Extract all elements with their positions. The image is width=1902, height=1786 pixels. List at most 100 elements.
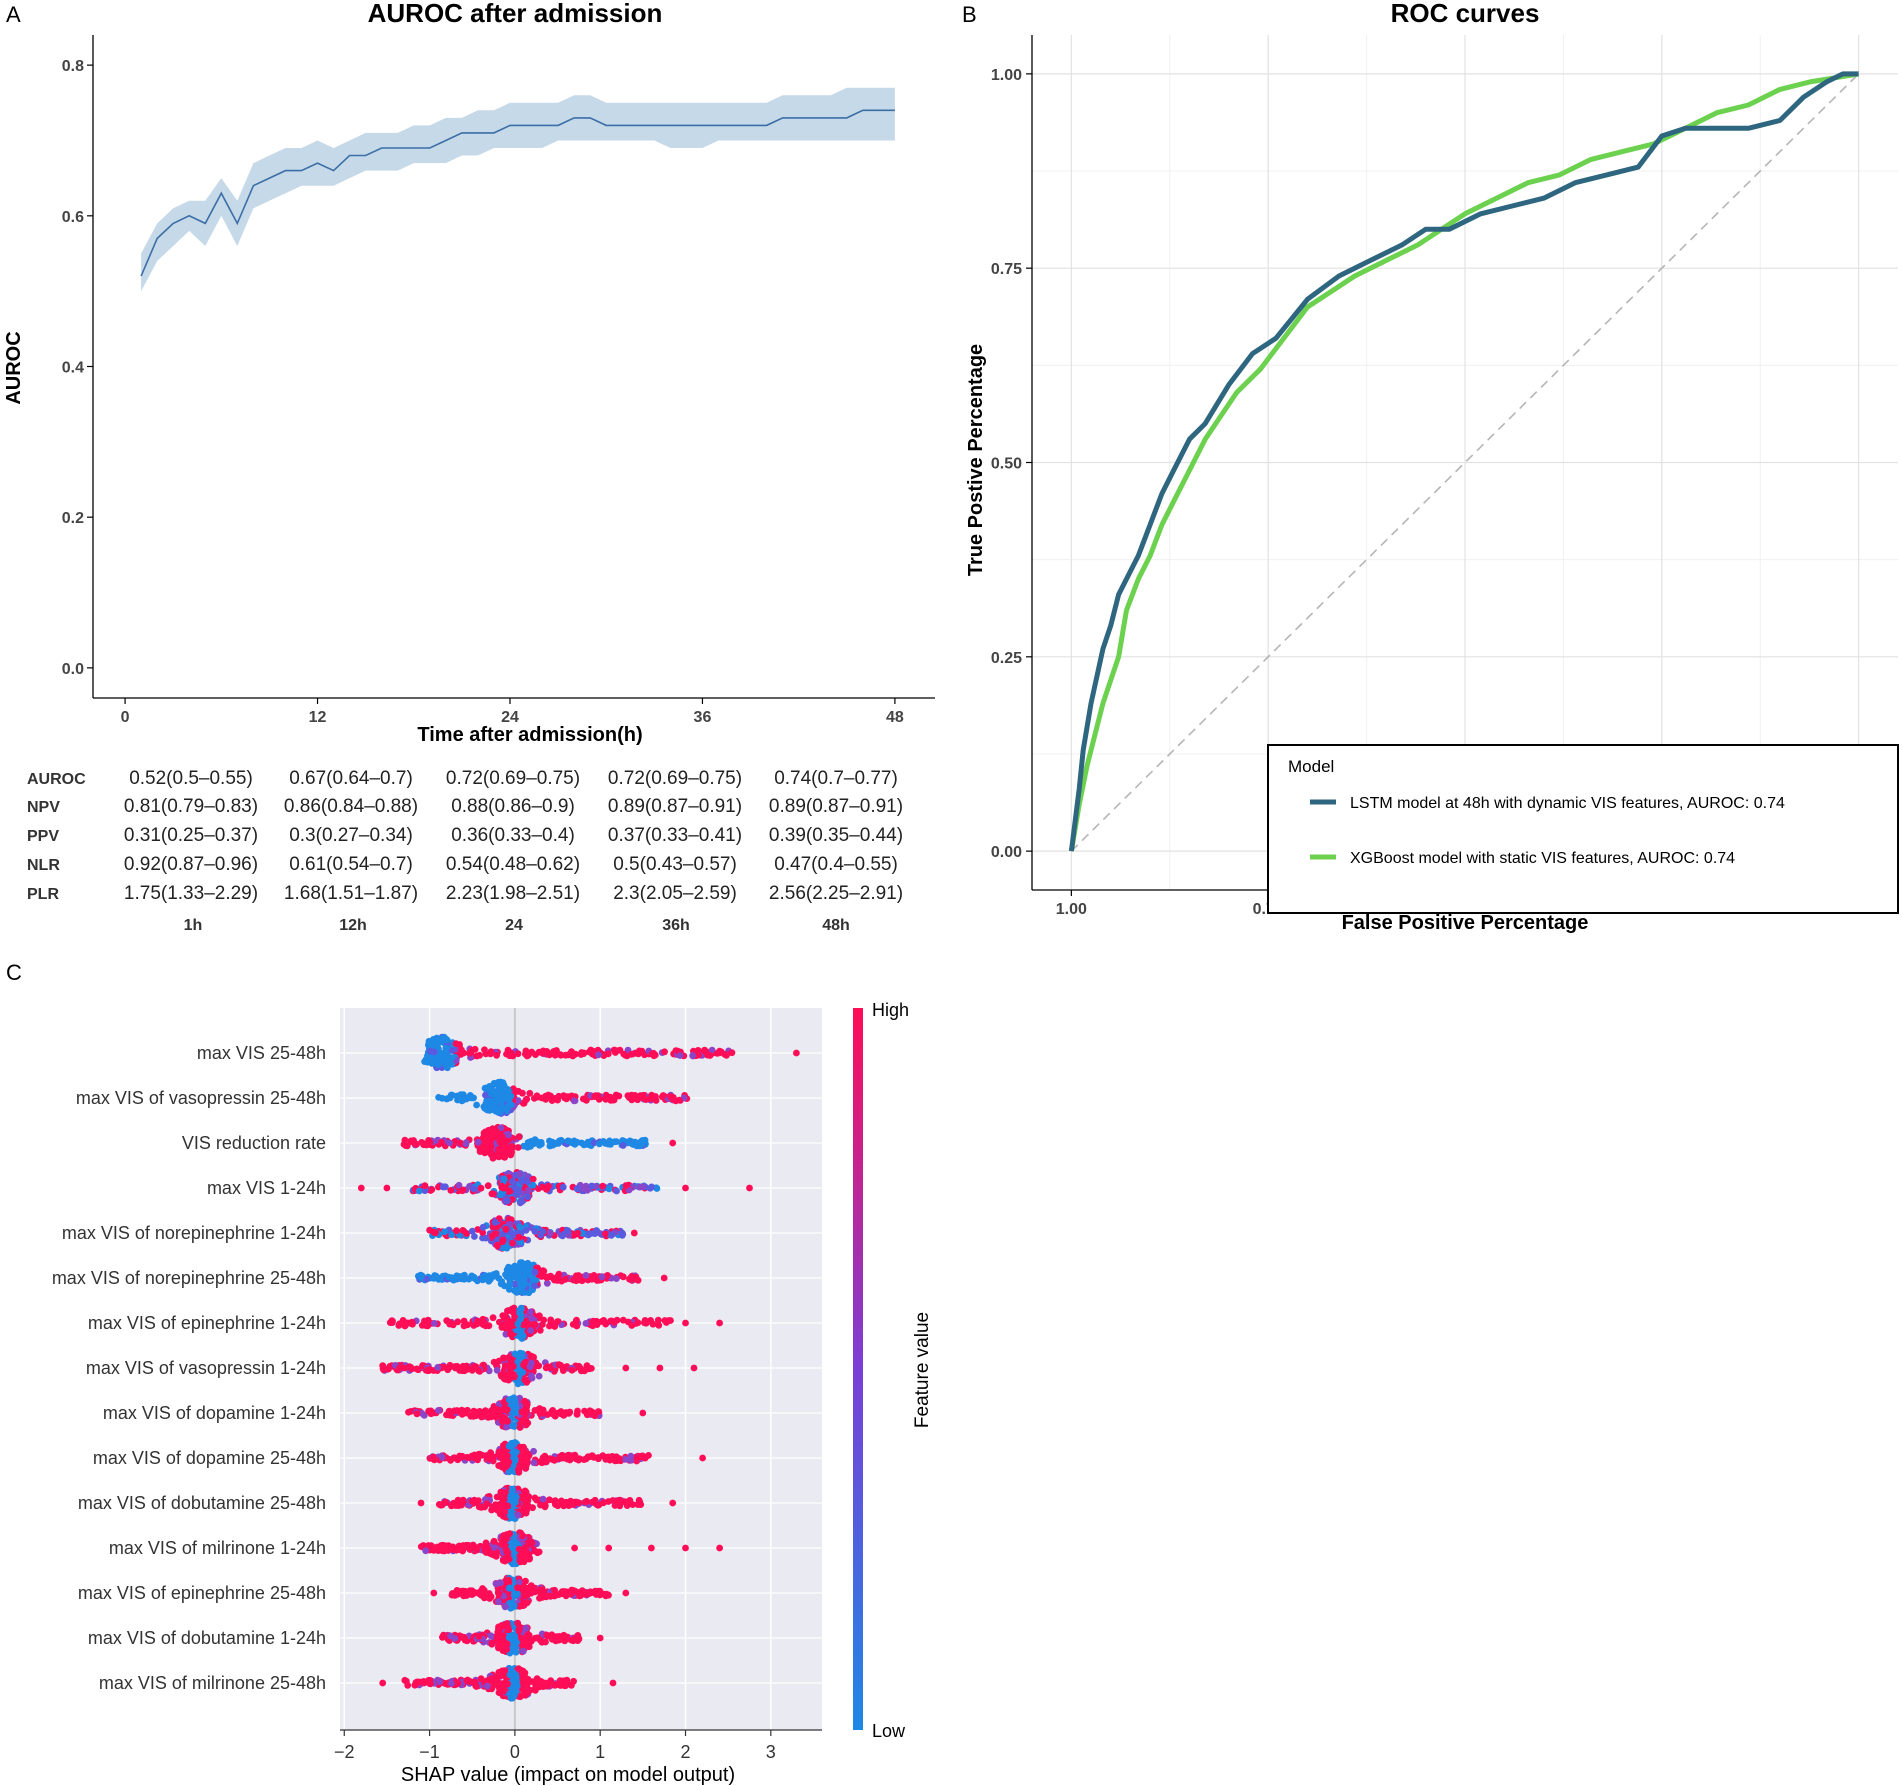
shap-point	[505, 1373, 513, 1380]
shap-point	[593, 1092, 600, 1100]
shap-point	[514, 1511, 522, 1519]
roc-line-lstm	[1068, 71, 1859, 852]
shap-point	[481, 1547, 489, 1555]
shap-x-tick-label: −1	[419, 1742, 440, 1762]
shap-point	[501, 1557, 509, 1565]
shap-point	[490, 1190, 497, 1198]
shap-point	[519, 1635, 526, 1643]
y-tick-label: 0.75	[991, 261, 1022, 278]
shap-point	[527, 1372, 535, 1380]
shap-point	[464, 1094, 472, 1102]
shap-point	[582, 1498, 589, 1506]
shap-point	[515, 1233, 523, 1241]
shap-point	[459, 1409, 466, 1417]
shap-point	[518, 1178, 525, 1185]
shap-point	[459, 1186, 467, 1194]
shap-point	[385, 1365, 392, 1373]
shap-point	[505, 1285, 513, 1293]
shap-point	[546, 1364, 554, 1371]
shap-point	[537, 1589, 544, 1596]
table-col-label: 1h	[184, 917, 203, 934]
shap-point	[408, 1318, 416, 1326]
shap-outlier-point	[622, 1589, 630, 1597]
shap-point	[473, 1052, 481, 1060]
shap-point	[506, 1671, 514, 1679]
shap-point	[560, 1502, 568, 1510]
shap-point	[537, 1501, 544, 1509]
shap-feature-label: max VIS of vasopressin 25-48h	[76, 1088, 326, 1108]
shap-point	[515, 1465, 522, 1473]
shap-point	[491, 1097, 498, 1105]
shap-point	[613, 1187, 620, 1195]
shap-outlier-point	[417, 1499, 425, 1507]
shap-point	[546, 1137, 553, 1145]
shap-point	[568, 1048, 575, 1056]
shap-point	[476, 1590, 483, 1598]
table-cell: 0.89(0.87–0.91)	[608, 796, 742, 817]
shap-row-points	[417, 1529, 723, 1568]
shap-point	[520, 1361, 527, 1369]
shap-point	[513, 1590, 521, 1597]
shap-point	[435, 1407, 442, 1414]
shap-point	[539, 1183, 546, 1191]
shap-point	[451, 1363, 459, 1370]
shap-point	[423, 1275, 430, 1283]
shap-point	[564, 1227, 572, 1235]
shap-point	[613, 1138, 620, 1145]
shap-x-tick-label: 1	[595, 1742, 605, 1762]
shap-point	[428, 1186, 436, 1193]
shap-point	[535, 1372, 543, 1380]
table-cell: 1.75(1.33–2.29)	[124, 883, 258, 904]
shap-point	[434, 1364, 442, 1371]
shap-point	[522, 1410, 530, 1418]
shap-feature-label: max VIS of norepinephrine 25-48h	[52, 1268, 326, 1288]
shap-point	[622, 1182, 630, 1189]
shap-point	[396, 1364, 404, 1372]
shap-point	[568, 1139, 576, 1147]
shap-x-tick-label: −2	[334, 1742, 355, 1762]
shap-point	[629, 1094, 637, 1101]
shap-point	[521, 1487, 529, 1495]
shap-feature-label: max VIS of milrinone 25-48h	[99, 1673, 326, 1693]
shap-point	[548, 1636, 556, 1643]
shap-point	[554, 1634, 561, 1642]
table-cell: 0.39(0.35–0.44)	[769, 825, 903, 846]
shap-point	[518, 1259, 526, 1267]
shap-point	[504, 1103, 512, 1111]
shap-point	[436, 1678, 444, 1685]
shap-point	[519, 1691, 527, 1699]
y-tick-label: 0.2	[62, 510, 84, 527]
shap-point	[388, 1317, 396, 1324]
shap-point	[506, 1356, 514, 1364]
shap-point	[586, 1230, 594, 1237]
panel-b: B ROC curves False Positive Percentage T…	[962, 0, 1899, 934]
x-tick-label: 12	[309, 709, 327, 726]
shap-point	[559, 1588, 567, 1595]
shap-point	[578, 1050, 586, 1058]
shap-feature-label: max VIS of epinephrine 1-24h	[88, 1313, 326, 1333]
shap-point	[546, 1229, 554, 1237]
shap-point	[407, 1364, 415, 1371]
shap-point	[424, 1677, 432, 1685]
shap-point	[425, 1137, 432, 1144]
colorbar-high-label: High	[872, 1000, 909, 1020]
y-tick-label: 0.0	[62, 661, 84, 678]
x-tick-label: 36	[694, 709, 712, 726]
shap-point	[520, 1443, 527, 1451]
shap-outlier-point	[357, 1184, 365, 1192]
shap-feature-label: max VIS of norepinephrine 1-24h	[62, 1223, 326, 1243]
shap-x-tick-label: 3	[766, 1742, 776, 1762]
shap-point	[475, 1632, 483, 1640]
shap-point	[514, 1320, 522, 1328]
shap-point	[582, 1320, 590, 1327]
confidence-band	[141, 87, 895, 292]
shap-point	[495, 1590, 503, 1598]
shap-point	[517, 1352, 525, 1360]
shap-point	[503, 1406, 511, 1413]
panel-c: C SHAP value (impact on model output) ma…	[6, 960, 933, 1786]
shap-point	[519, 1089, 526, 1097]
shap-point	[453, 1275, 461, 1283]
shap-point	[652, 1097, 660, 1104]
shap-point	[635, 1047, 643, 1055]
shap-outlier-point	[630, 1229, 638, 1237]
